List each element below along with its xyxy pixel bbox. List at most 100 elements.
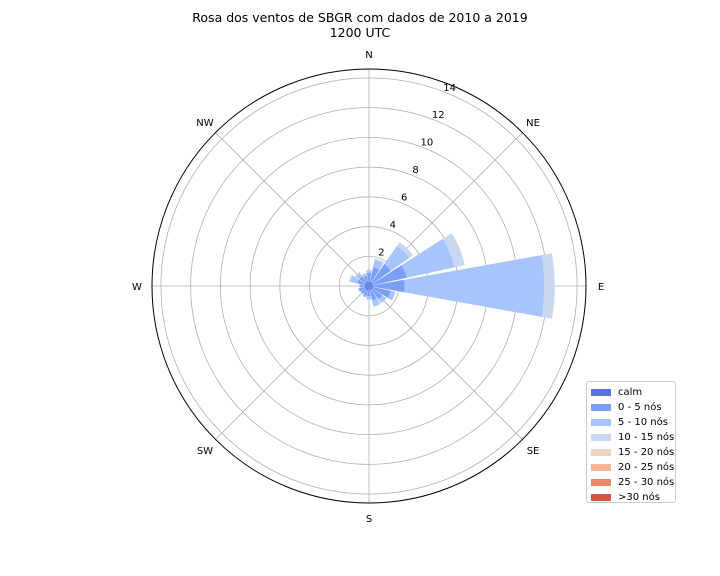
wind-bar-segment: [360, 291, 364, 295]
wind-bar-segment: [369, 286, 372, 291]
direction-label: SE: [527, 446, 540, 457]
wind-bar-segment: [384, 245, 410, 271]
wind-bar-segment: [404, 255, 545, 317]
wind-bar-segment: [369, 286, 374, 289]
wind-bar-segment: [348, 274, 353, 282]
legend-label: 15 - 20 nós: [618, 447, 675, 458]
wind-bar-segment: [366, 296, 372, 300]
legend-swatch: [591, 494, 611, 501]
wind-bar-segment: [380, 297, 387, 304]
wind-bar-segment: [357, 279, 366, 286]
wind-bar-segment: [387, 290, 396, 301]
wind-bar-segment: [374, 258, 385, 264]
wind-bar-segment: [359, 284, 361, 288]
wind-bar-segment: [372, 286, 391, 299]
wind-bar-segment: [350, 275, 359, 284]
wind-bar-segment: [366, 286, 369, 291]
legend-item: 5 - 10 nós: [591, 415, 675, 430]
radial-tick-label: 12: [432, 110, 445, 121]
direction-label: S: [366, 514, 372, 525]
wind-bar-segment: [369, 286, 373, 290]
direction-label: E: [598, 282, 604, 293]
direction-label: N: [365, 50, 372, 61]
radial-tick-label: 8: [412, 165, 418, 176]
wind-bar-segment: [367, 290, 371, 297]
wind-bar-segment: [442, 233, 465, 268]
legend-label: 20 - 25 nós: [618, 462, 675, 473]
legend-item: calm: [591, 385, 675, 400]
wind-bar-segment: [369, 282, 373, 286]
wind-bar-segment: [397, 242, 413, 258]
wind-bar-segment: [372, 298, 381, 307]
wind-bar-segment: [378, 295, 387, 304]
legend-item: 0 - 5 nós: [591, 400, 675, 415]
grid-spoke: [368, 285, 523, 440]
legend-swatch: [591, 464, 611, 471]
legend-item: 25 - 30 nós: [591, 475, 675, 490]
polar-frame: [151, 68, 587, 504]
wind-bar-segment: [359, 276, 367, 284]
legend-item: >30 nós: [591, 490, 675, 505]
wind-bar-segment: [364, 283, 369, 286]
wind-bar-segment: [365, 282, 369, 286]
legend: calm 0 - 5 nós 5 - 10 nós 10 - 15 nós 15 - 2…: [586, 381, 676, 503]
wind-bar-segment: [373, 303, 381, 308]
legend-label: 5 - 10 nós: [618, 417, 668, 428]
radial-tick-label: 4: [390, 220, 396, 231]
wind-bar-segment: [541, 253, 555, 319]
wind-bar-segment: [361, 288, 367, 294]
legend-swatch: [591, 419, 611, 426]
wind-bar-segment: [366, 272, 372, 282]
legend-item: 20 - 25 nós: [591, 460, 675, 475]
wind-bar-segment: [360, 284, 365, 288]
wind-bar-segment: [354, 271, 360, 277]
legend-label: calm: [618, 387, 643, 398]
axis-labels: 2 4 6 8 10 12 14 N NE E SE S SW W NW: [132, 50, 604, 525]
wind-bar-segment: [366, 270, 372, 273]
legend-label: 10 - 15 nós: [618, 432, 675, 443]
radial-tick-label: 10: [421, 138, 434, 149]
legend-item: 15 - 20 nós: [591, 445, 675, 460]
wind-bars: [348, 233, 555, 319]
wind-bar-segment: [368, 281, 370, 286]
wind-bar-segment: [368, 286, 370, 291]
wind-bar-segment: [372, 265, 407, 286]
wind-bar-segment: [358, 286, 366, 292]
wind-bar-segment: [362, 294, 367, 298]
legend-swatch: [591, 479, 611, 486]
wind-bar-segment: [362, 273, 367, 278]
wind-bar-segment: [364, 285, 369, 287]
wind-bar-segment: [371, 288, 383, 300]
wind-bar-segment: [358, 288, 361, 293]
wind-bar-segment: [373, 259, 384, 270]
direction-label: W: [132, 282, 142, 293]
wind-bar-segment: [366, 269, 372, 271]
direction-label: SW: [197, 446, 213, 457]
wind-bar-segment: [369, 281, 372, 286]
legend-swatch: [591, 449, 611, 456]
grid-spoke: [215, 132, 370, 287]
grid-spoke: [215, 285, 370, 440]
wind-bar-segment: [369, 289, 378, 301]
wind-bar-segment: [369, 283, 374, 286]
wind-bar-segment: [364, 286, 369, 289]
wind-bar-segment: [373, 279, 405, 293]
direction-label: NE: [526, 118, 540, 129]
wind-bar-segment: [355, 272, 363, 280]
legend-swatch: [591, 389, 611, 396]
wind-bar-segment: [366, 299, 372, 301]
wind-bar-segment: [369, 267, 380, 283]
wind-bar-segment: [369, 285, 374, 287]
legend-swatch: [591, 404, 611, 411]
wind-bar-segment: [363, 289, 369, 297]
legend-label: 0 - 5 nós: [618, 402, 662, 413]
legend-swatch: [591, 434, 611, 441]
wind-bar-segment: [366, 281, 369, 286]
legend-label: >30 nós: [618, 492, 660, 503]
legend-label: 25 - 30 nós: [618, 477, 675, 488]
legend-item: 10 - 15 nós: [591, 430, 675, 445]
radial-tick-label: 6: [401, 193, 407, 204]
wind-bar-segment: [401, 238, 455, 278]
wind-bar-segment: [365, 286, 369, 290]
